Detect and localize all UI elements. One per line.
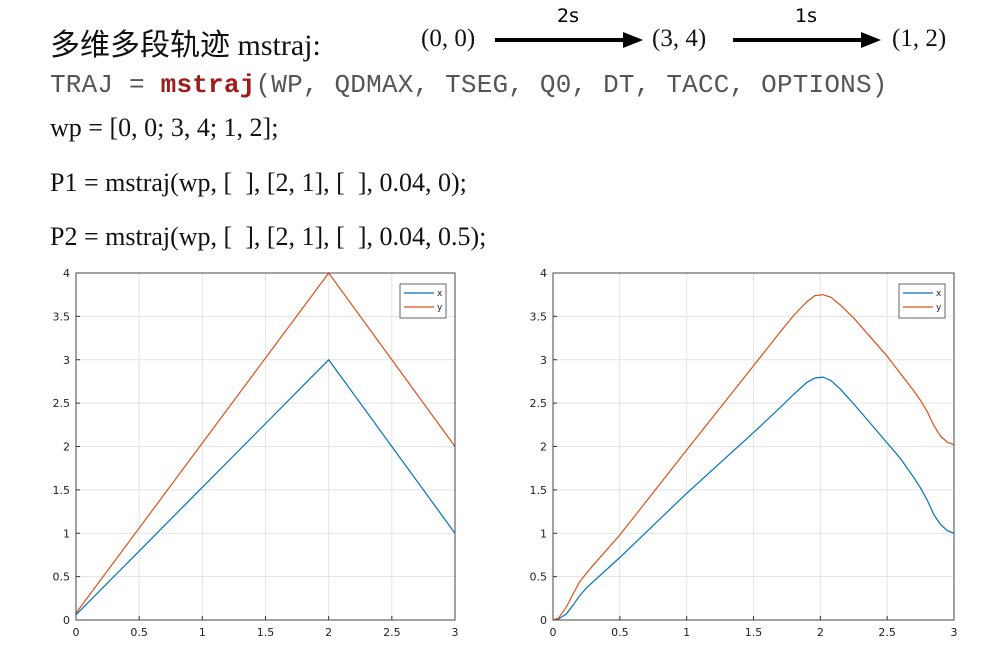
legend-label-y: y: [936, 303, 942, 313]
x-tick-label: 0: [73, 626, 80, 639]
y-tick-label: 2: [540, 441, 547, 454]
legend-box: [898, 283, 946, 319]
code-line-p1: P1 = mstraj(wp, [ ], [2, 1], [ ], 0.04, …: [50, 168, 467, 197]
legend-box: [399, 283, 447, 319]
axes-box: [552, 272, 955, 621]
series-line-x: [552, 376, 955, 621]
mstraj-signature: TRAJ = mstraj(WP, QDMAX, TSEG, Q0, DT, T…: [50, 70, 888, 100]
legend-label-y: y: [437, 303, 443, 313]
y-tick-label: 3: [63, 354, 70, 367]
axes-box: [75, 272, 456, 621]
slide-title: 多维多段轨迹 mstraj:: [50, 29, 321, 62]
x-tick-label: 3: [452, 626, 459, 639]
x-tick-label: 1.5: [257, 626, 275, 639]
duration-label-1: 2s: [557, 5, 579, 27]
y-tick-label: 0: [63, 614, 70, 627]
waypoint-label-end: (1, 2): [892, 25, 947, 52]
x-tick-label: 2.5: [383, 626, 401, 639]
y-tick-label: 4: [540, 267, 547, 280]
y-tick-label: 2.5: [530, 397, 548, 410]
arrow-segment-2: [733, 32, 881, 48]
code-line-wp: wp = [0, 0; 3, 4; 1, 2];: [50, 113, 279, 142]
legend: xy: [898, 283, 946, 319]
sig-return: TRAJ: [50, 70, 114, 100]
y-tick-label: 2.5: [53, 397, 71, 410]
legend: xy: [399, 283, 447, 319]
legend-label-x: x: [936, 289, 942, 299]
y-tick-label: 2: [63, 441, 70, 454]
sig-arguments: (WP, QDMAX, TSEG, Q0, DT, TACC, OPTIONS): [255, 70, 888, 100]
y-tick-label: 0.5: [53, 571, 71, 584]
chart-p2: 0 0.5 1 1.5 2 2.5 3 0 0.5 1 1.5 2 2.5 3 3.5 4 xy: [530, 267, 958, 639]
arrow-segment-1: [495, 32, 643, 48]
y-tick-label: 0.5: [530, 571, 548, 584]
sig-equals: =: [113, 70, 161, 100]
x-tick-label: 2: [325, 626, 332, 639]
x-tick-label: 0.5: [130, 626, 148, 639]
y-tick-label: 4: [63, 267, 70, 280]
code-line-p2: P2 = mstraj(wp, [ ], [2, 1], [ ], 0.04, …: [50, 222, 487, 251]
x-tick-label: 3: [951, 626, 958, 639]
chart-p1: 0 0.5 1 1.5 2 2.5 3 0 0.5 1 1.5 2 2.5 3 3.5 4 xy: [53, 267, 459, 639]
waypoint-label-start: (0, 0): [421, 25, 476, 52]
duration-label-2: 1s: [795, 5, 817, 27]
y-tick-label: 3.5: [530, 310, 548, 323]
y-tick-label: 1.5: [53, 484, 71, 497]
sig-function-name: mstraj: [160, 70, 256, 100]
y-tick-label: 0: [540, 614, 547, 627]
legend-label-x: x: [437, 289, 443, 299]
waypoint-label-mid: (3, 4): [652, 25, 707, 52]
x-tick-label: 1.5: [745, 626, 763, 639]
x-tick-label: 0.5: [611, 626, 629, 639]
series-line-x: [75, 358, 456, 616]
y-tick-label: 3.5: [53, 310, 71, 323]
y-tick-label: 1: [540, 527, 547, 540]
x-tick-label: 2: [817, 626, 824, 639]
y-tick-label: 3: [540, 354, 547, 367]
y-tick-label: 1: [63, 527, 70, 540]
x-tick-label: 1: [199, 626, 206, 639]
y-tick-label: 1.5: [530, 484, 548, 497]
x-tick-label: 0: [550, 626, 557, 639]
series-line-y: [552, 294, 955, 621]
x-tick-label: 2.5: [878, 626, 896, 639]
x-tick-label: 1: [683, 626, 690, 639]
